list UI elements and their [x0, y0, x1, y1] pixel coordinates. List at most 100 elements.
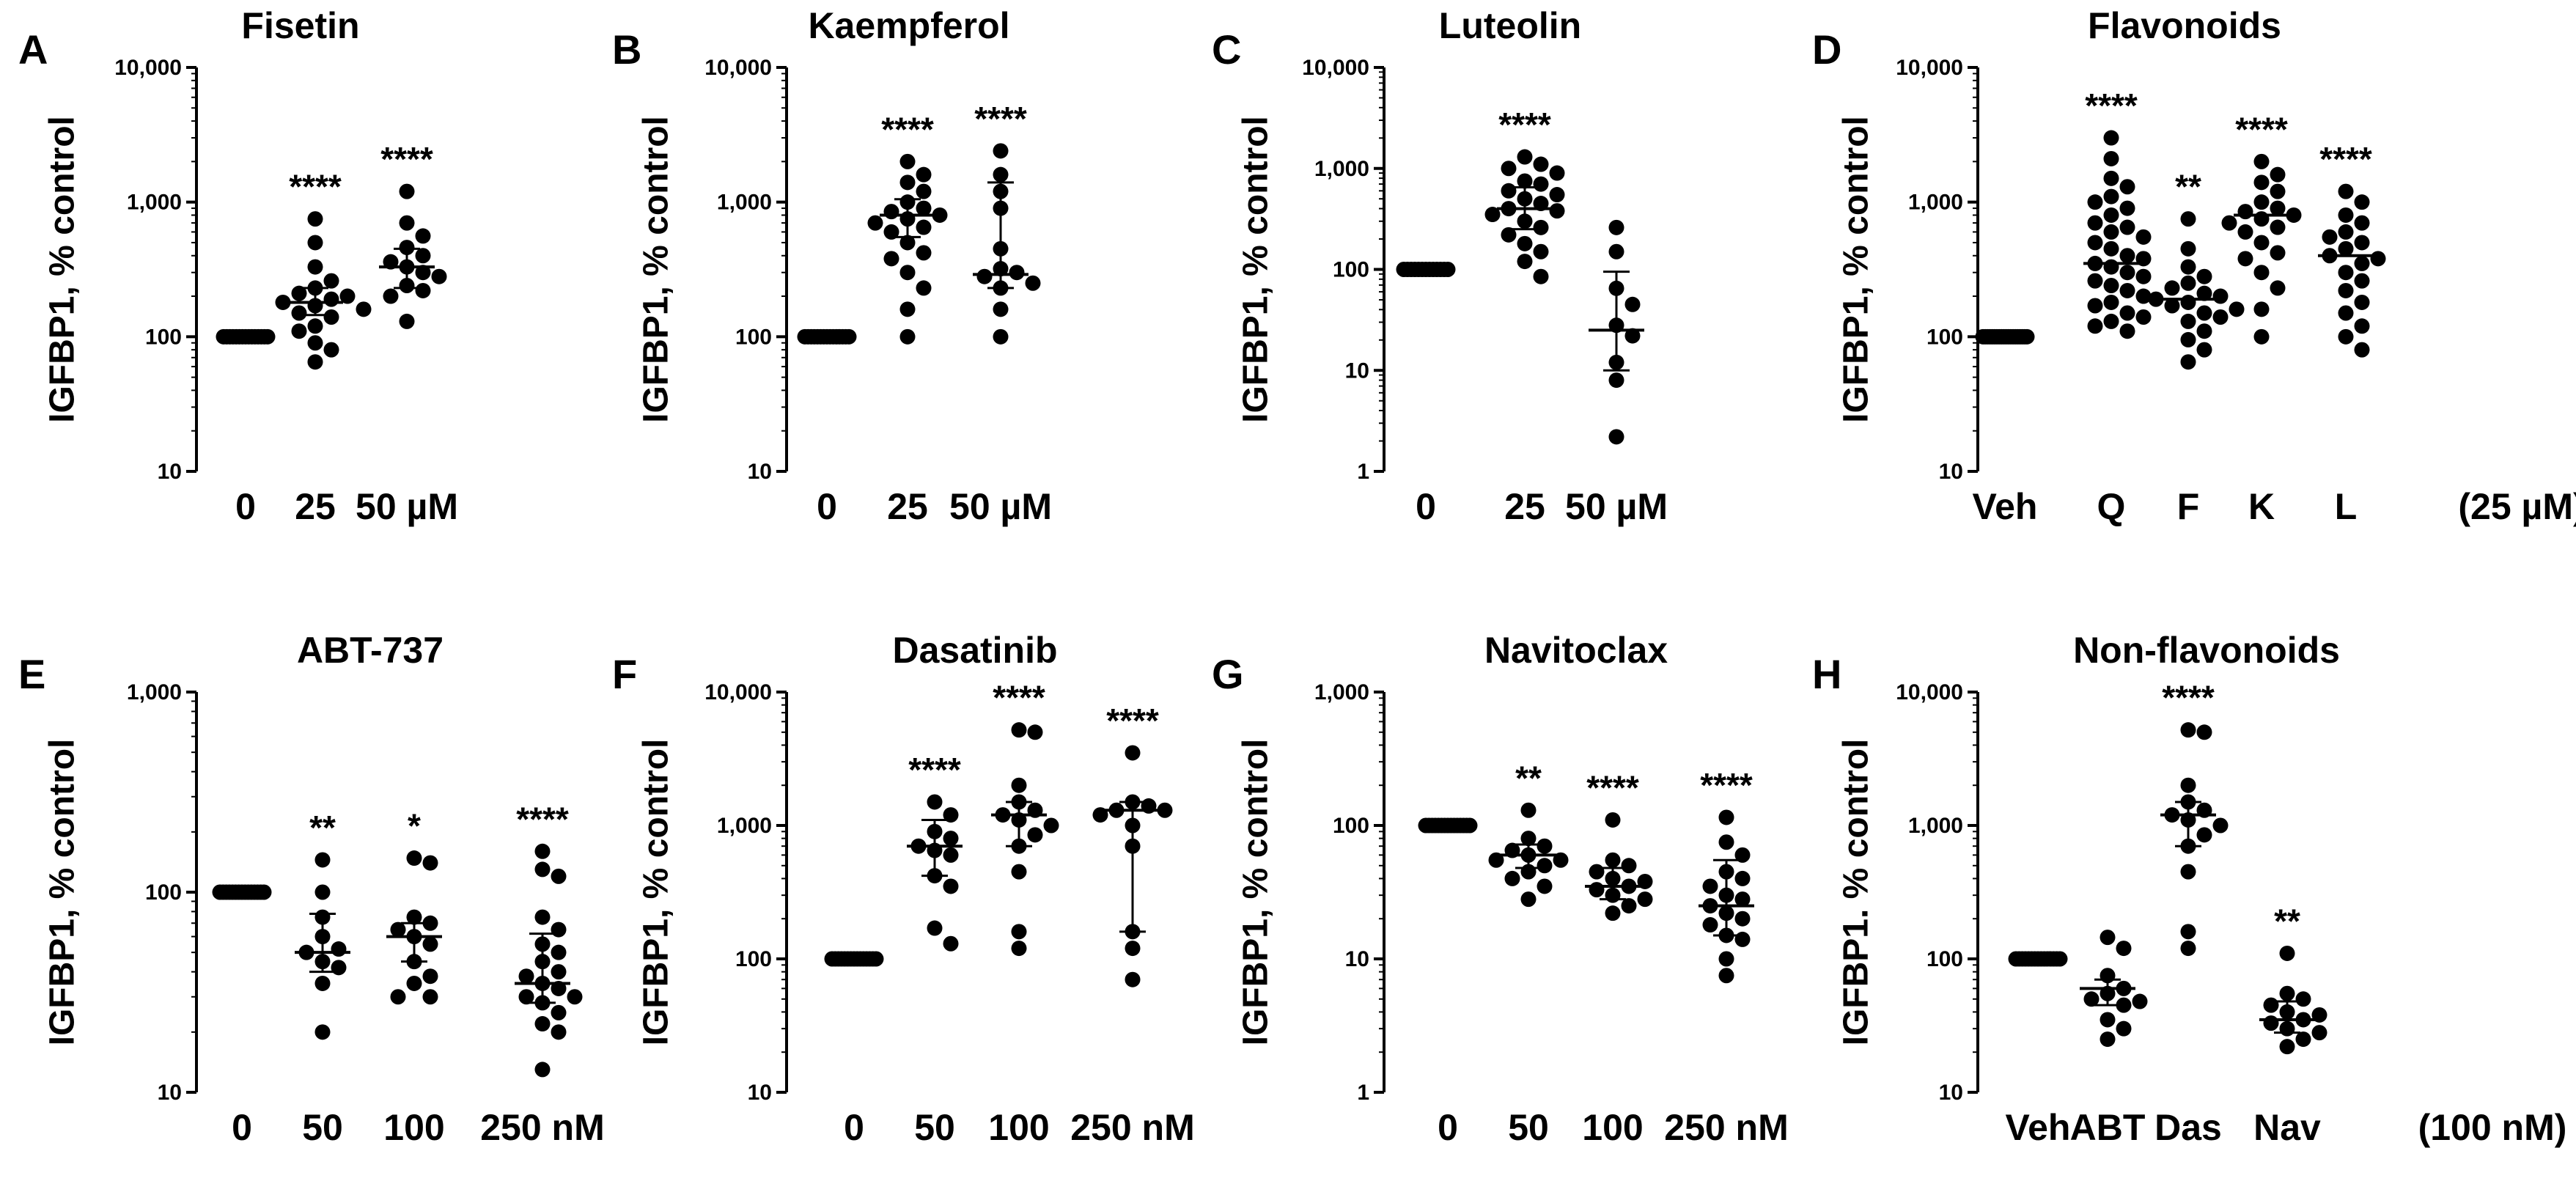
data-point: [2311, 1007, 2327, 1023]
y-tick-label: 10,000: [704, 56, 772, 80]
data-point: [2119, 219, 2135, 235]
data-point: [2180, 331, 2196, 347]
data-point: [339, 288, 356, 304]
data-point: [927, 920, 943, 936]
x-unit-label: (25 µM): [2458, 486, 2576, 527]
y-axis-label: IGFBP1, % control: [637, 739, 676, 1046]
data-point: [943, 831, 959, 847]
panel-title: ABT-737: [297, 630, 444, 671]
data-point: [867, 215, 883, 231]
panel-g: G Navitoclax IGFBP1, % control 1 10 100 1,000 0…: [1212, 630, 1789, 1148]
x-tick-label: 0: [235, 486, 256, 527]
data-point: [2103, 150, 2119, 166]
data-point: [260, 328, 276, 345]
data-point: [2338, 328, 2354, 345]
y-axis-label: IGFBP1, % control: [1237, 116, 1276, 423]
data-point: [323, 342, 339, 358]
data-point: [1605, 905, 1621, 921]
y-tick-label: 1,000: [127, 680, 182, 704]
panel-letter: C: [1212, 26, 1241, 73]
data-point: [314, 884, 331, 900]
data-point: [916, 245, 932, 261]
data-point: [916, 280, 932, 296]
data-point: [2180, 354, 2196, 370]
significance-label: **: [1515, 759, 1542, 797]
data-point: [2237, 224, 2253, 240]
data-point: [1589, 864, 1605, 880]
significance-label: ****: [1586, 768, 1639, 806]
x-tick-label: 0: [1416, 486, 1436, 527]
data-point: [1608, 219, 1624, 235]
data-point: [2212, 817, 2229, 834]
data-point: [1734, 931, 1751, 947]
data-point: [2196, 305, 2212, 321]
data-point: [1537, 878, 1553, 894]
data-point: [2237, 251, 2253, 267]
y-axis-label: IGFBP1, % control: [1237, 739, 1276, 1046]
data-point: [2103, 278, 2119, 294]
data-point: [1501, 227, 1517, 243]
data-point: [314, 975, 331, 991]
data-point: [2196, 323, 2212, 339]
data-point: [2212, 309, 2229, 325]
data-point: [2196, 285, 2212, 301]
data-point: [1520, 891, 1537, 908]
data-point: [2253, 211, 2270, 227]
x-tick-label: 250 nM: [1664, 1107, 1789, 1148]
panel-letter: F: [612, 651, 637, 697]
data-point: [2119, 323, 2135, 339]
x-tick-label: 50 µM: [356, 486, 458, 527]
x-tick-label: Veh: [2006, 1107, 2071, 1148]
panel-e: E ABT-737 IGFBP1, % control 10 100 1,000 0 50 10…: [18, 630, 605, 1148]
data-point: [883, 251, 899, 267]
data-point: [415, 282, 431, 298]
data-point: [2164, 280, 2180, 296]
x-tick-label: 250 nM: [1070, 1107, 1195, 1148]
y-tick-label: 10: [158, 1081, 182, 1105]
data-point: [2135, 288, 2152, 304]
data-point: [1734, 847, 1751, 863]
data-point: [551, 1024, 567, 1040]
data-point: [2253, 265, 2270, 281]
data-point: [2087, 318, 2103, 334]
panel-title: Non-flavonoids: [2073, 630, 2340, 671]
data-point: [2354, 342, 2370, 358]
data-point: [314, 1024, 331, 1040]
data-point: [943, 807, 959, 823]
data-point: [2180, 924, 2196, 940]
data-point: [307, 354, 323, 370]
data-point: [2116, 941, 2132, 957]
data-point: [1624, 296, 1641, 312]
data-point: [1517, 254, 1533, 270]
data-point: [2083, 991, 2100, 1007]
data-point: [551, 1004, 567, 1020]
data-point: [323, 291, 339, 307]
y-tick-label: 1: [1357, 460, 1369, 484]
data-point: [390, 921, 406, 938]
x-tick-label: 0: [844, 1107, 864, 1148]
y-tick-label: 10: [158, 460, 182, 484]
y-tick-label: 100: [1333, 258, 1369, 282]
data-point: [422, 968, 438, 985]
significance-label: ****: [2162, 679, 2215, 717]
data-point: [916, 219, 932, 235]
data-point: [943, 878, 959, 894]
data-point: [993, 143, 1009, 159]
data-point: [2196, 724, 2212, 740]
data-point: [916, 183, 932, 199]
data-point: [2279, 945, 2295, 961]
data-point: [2311, 1025, 2327, 1041]
data-point: [2295, 1031, 2311, 1048]
data-point: [2253, 194, 2270, 210]
data-point: [383, 288, 399, 304]
y-tick-label: 10: [748, 1081, 772, 1105]
significance-label: ****: [2319, 140, 2372, 178]
data-point: [2338, 207, 2354, 223]
data-point: [551, 964, 567, 980]
panel-letter: H: [1812, 651, 1841, 697]
data-point: [2100, 1012, 2116, 1028]
data-point: [291, 323, 307, 339]
data-point: [415, 228, 431, 244]
data-point: [1734, 891, 1751, 908]
data-point: [2270, 219, 2286, 235]
